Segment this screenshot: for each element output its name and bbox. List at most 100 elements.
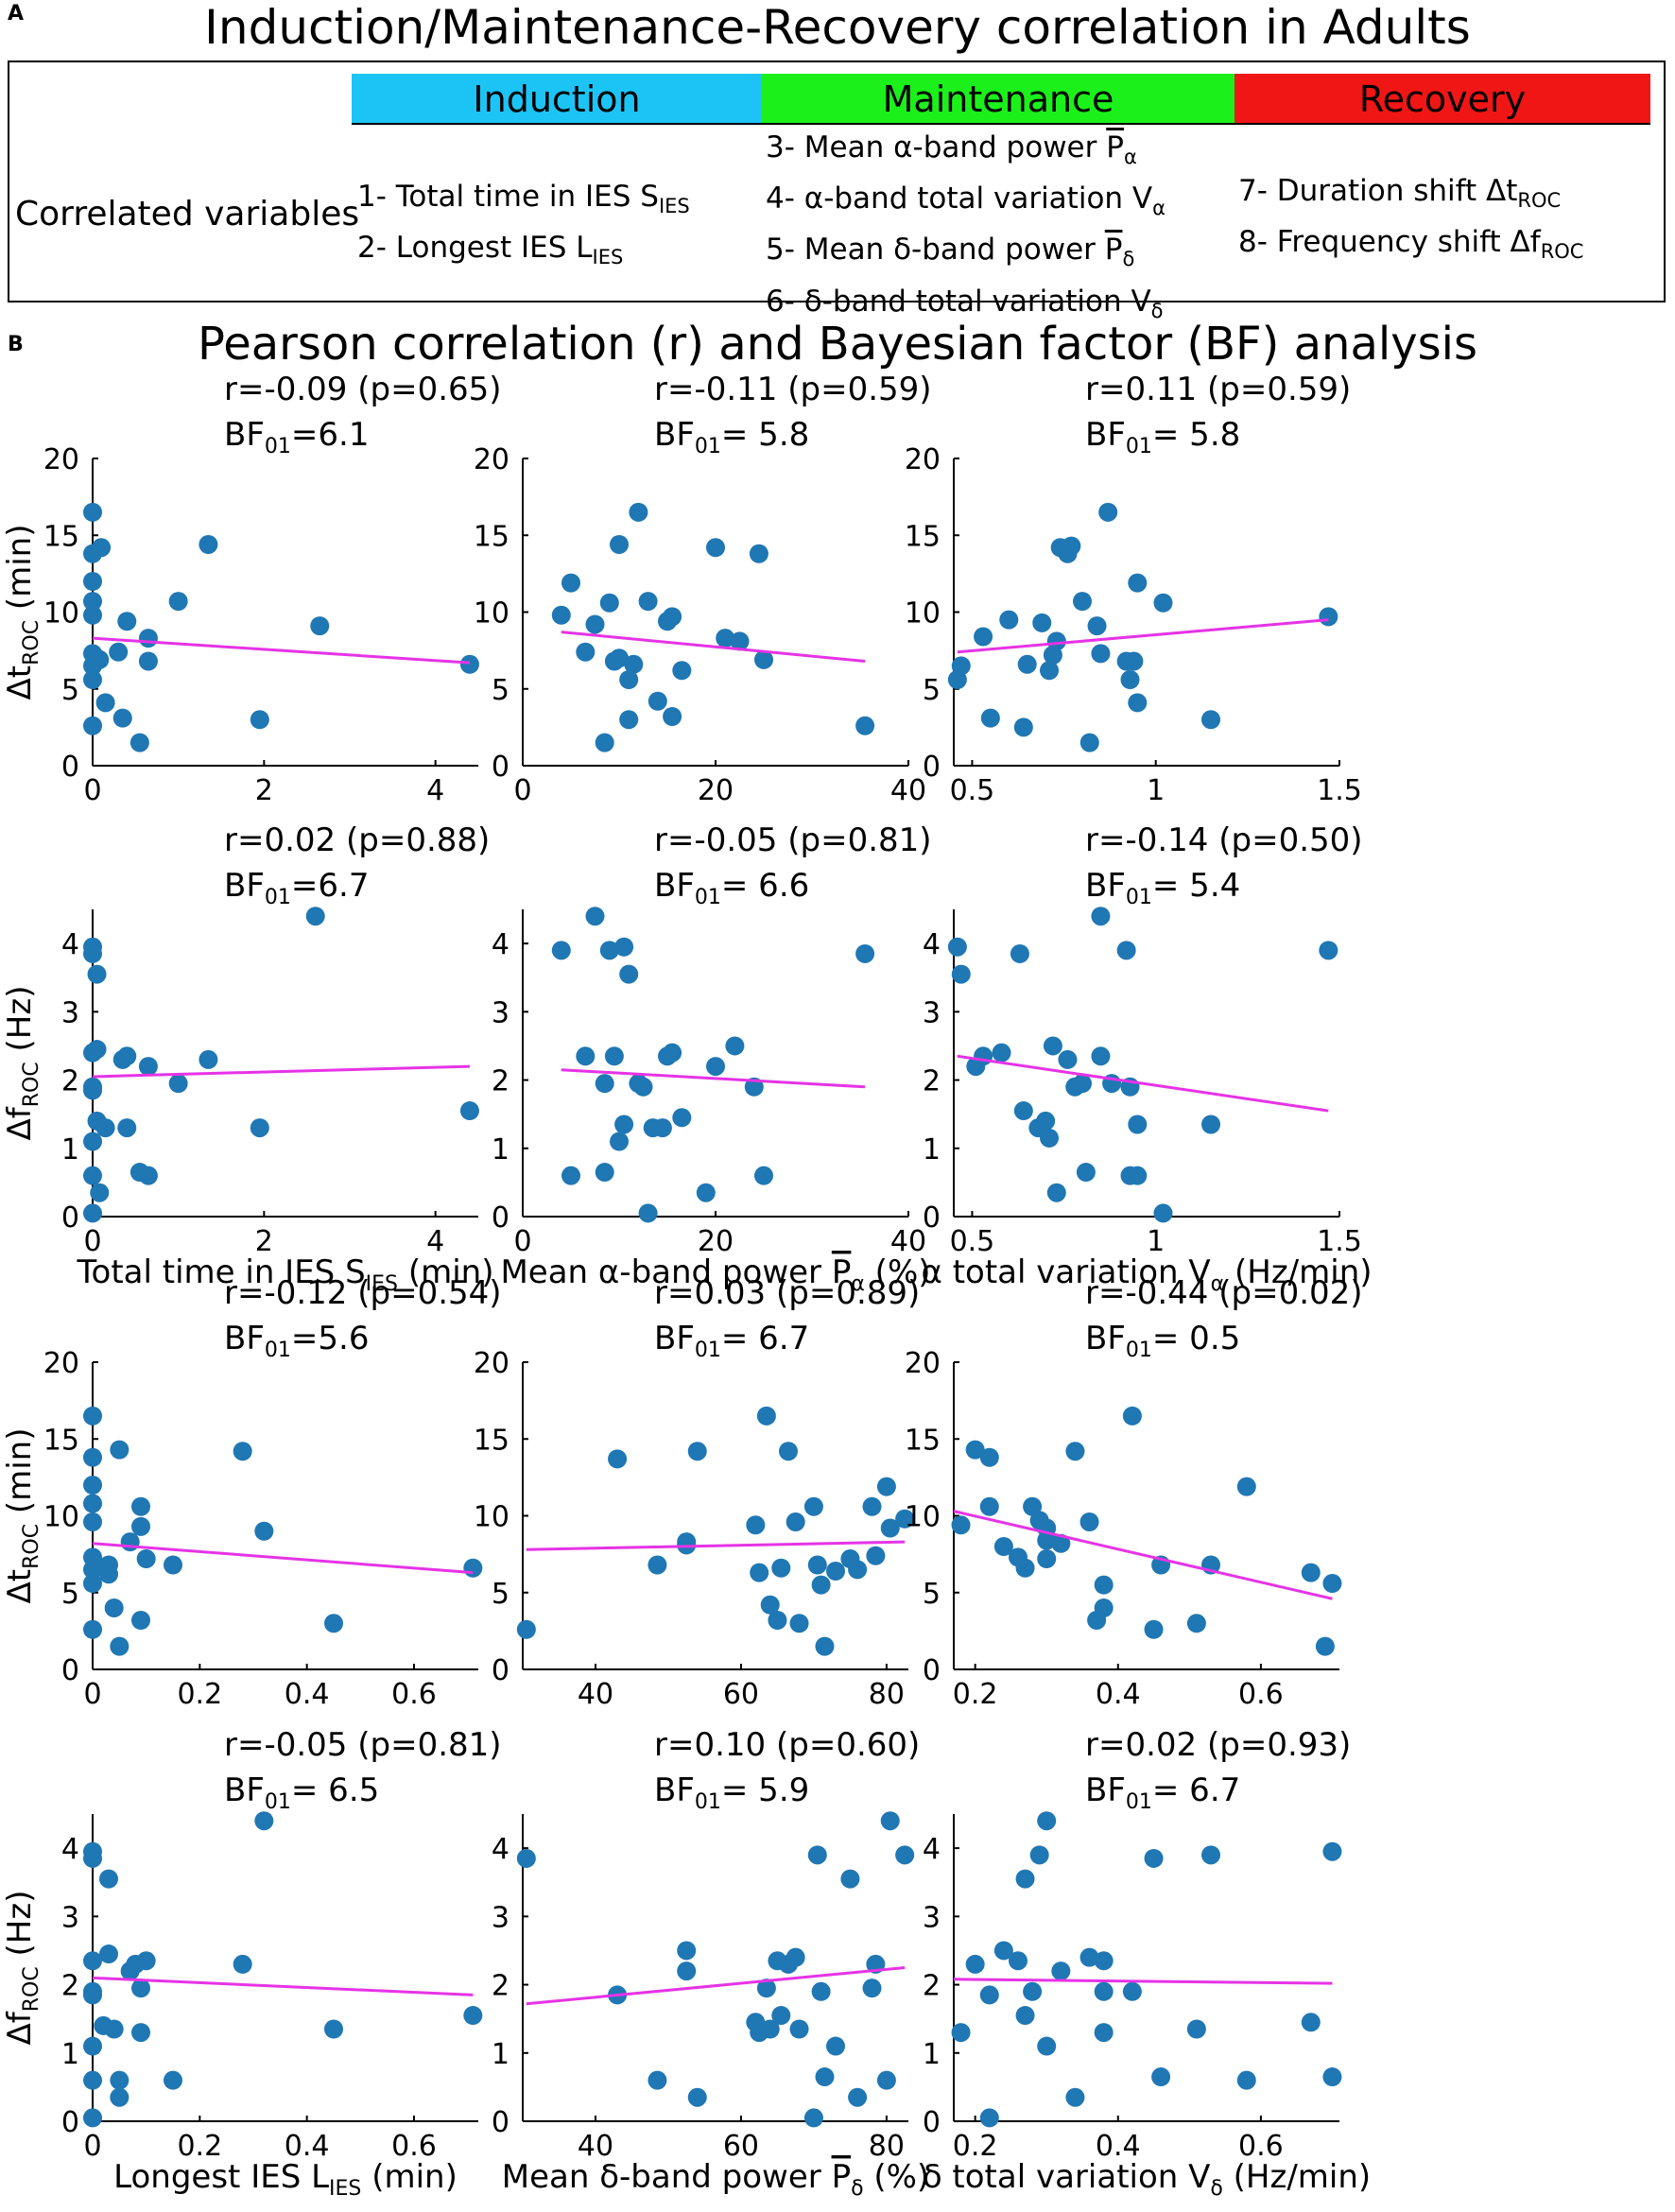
data-point [83, 1447, 102, 1467]
data-point [99, 1564, 118, 1584]
data-point [83, 1574, 102, 1593]
bayes-factor: BF01= 5.9 [654, 1771, 809, 1814]
panel-b-title: Pearson correlation (r) and Bayesian fac… [198, 318, 1477, 371]
data-point [130, 733, 149, 752]
variable-subscript: IES [658, 195, 690, 218]
variable-subscript: α [1123, 146, 1137, 169]
x-tick-label: 0 [83, 1225, 101, 1258]
data-point [677, 1961, 697, 1981]
data-point [951, 964, 971, 984]
regression-line [526, 1966, 906, 2006]
data-point [1091, 1046, 1111, 1066]
data-point [83, 716, 102, 735]
data-point [895, 1845, 915, 1865]
y-axis-label-main: Δf [1, 1106, 39, 1140]
recovery-variables: 7- Duration shift Δt ROC 8- Frequency shif… [1238, 170, 1583, 272]
x-tick-label: 0.4 [285, 2130, 330, 2163]
data-point [250, 1118, 269, 1138]
data-point [138, 651, 158, 671]
variable-text: 2- Longest IES L [357, 231, 593, 266]
data-point [1094, 1981, 1114, 2001]
data-point [83, 943, 102, 963]
data-point [730, 631, 750, 651]
bayes-factor-sub: 01 [265, 1339, 291, 1362]
bayes-factor: BF01= 0.5 [1085, 1320, 1240, 1362]
x-tick-label: 0.4 [285, 1678, 330, 1711]
data-point [672, 661, 692, 681]
data-point [1010, 943, 1029, 963]
bayes-factor-prefix: BF [1085, 1771, 1126, 1809]
data-point [136, 1951, 156, 1971]
data-point [663, 1043, 682, 1063]
y-tick-label: 3 [61, 1901, 79, 1934]
bayes-factor-value: = 6.5 [291, 1771, 379, 1809]
x-tick-label: 1 [1147, 774, 1165, 807]
x-tick-label: 20 [698, 774, 734, 807]
y-axis-label: ΔtROC (min) [1, 1427, 43, 1603]
data-point [1058, 1049, 1078, 1069]
data-point [561, 1166, 580, 1185]
data-point [803, 2108, 823, 2128]
y-tick-label: 2 [61, 1970, 79, 2003]
y-tick-label: 15 [474, 520, 509, 553]
x-tick-label: 0.4 [1096, 2130, 1141, 2163]
regression-line [561, 631, 866, 663]
y-tick-label: 0 [61, 1201, 79, 1235]
data-point [551, 941, 571, 960]
x-axis-label-sub: α [851, 1272, 865, 1296]
variable-text: 8- Frequency shift Δf [1238, 225, 1541, 260]
data-point [855, 716, 875, 735]
data-point [1151, 2067, 1171, 2087]
data-point [1015, 1869, 1035, 1889]
data-point [811, 1575, 831, 1595]
bayes-factor: BF01= 5.8 [1085, 416, 1240, 458]
data-point [811, 1981, 831, 2001]
bayes-factor-prefix: BF [654, 416, 695, 454]
data-point [1128, 693, 1148, 713]
data-point [1009, 1951, 1027, 1971]
data-point [1091, 644, 1111, 664]
y-tick-label: 3 [61, 996, 79, 1029]
data-point [980, 708, 1000, 728]
data-point [104, 2019, 124, 2039]
data-point [1301, 1563, 1321, 1582]
data-point [648, 691, 667, 711]
data-point [1153, 1203, 1173, 1223]
data-point [254, 1521, 274, 1541]
y-axis-label: ΔfROC (Hz) [1, 1891, 43, 2046]
data-point [746, 1515, 766, 1535]
y-axis-label-unit: (min) [1, 1427, 39, 1523]
y-tick-label: 5 [923, 674, 941, 707]
data-point [1040, 661, 1060, 681]
data-point [648, 2070, 667, 2090]
data-point [815, 2067, 835, 2087]
y-axis-label-unit: (Hz) [1, 986, 39, 1063]
bayes-factor-prefix: BF [224, 1771, 265, 1809]
data-point [965, 1440, 985, 1460]
x-tick-label: 0.2 [953, 2130, 998, 2163]
data-point [786, 1512, 805, 1531]
data-point [138, 629, 158, 648]
bayes-factor-prefix: BF [1085, 867, 1126, 905]
data-point [599, 941, 619, 960]
variable-subscript: δ [1122, 248, 1135, 271]
y-axis-label-main: Δt [1, 1569, 39, 1604]
bayes-factor-value: = 6.6 [721, 867, 809, 905]
variable-subscript: ROC [1540, 240, 1584, 264]
variable-text: 7- Duration shift Δt [1238, 174, 1518, 208]
data-point [619, 964, 639, 984]
x-tick-label: 0.2 [177, 1678, 222, 1711]
bayes-factor-value: =6.1 [291, 416, 370, 454]
x-axis-label-unit: (%) [865, 1253, 931, 1291]
y-tick-label: 10 [474, 597, 509, 631]
data-point [855, 943, 875, 963]
bayes-factor-prefix: BF [654, 1771, 695, 1809]
data-point [880, 1518, 900, 1538]
data-point [1153, 593, 1173, 613]
y-tick-label: 10 [474, 1501, 509, 1534]
data-point [608, 1449, 628, 1469]
variable-item: 6- δ-band total variation Vδ [766, 281, 1166, 332]
x-tick-label: 2 [255, 1225, 273, 1258]
data-point [1201, 1115, 1220, 1134]
